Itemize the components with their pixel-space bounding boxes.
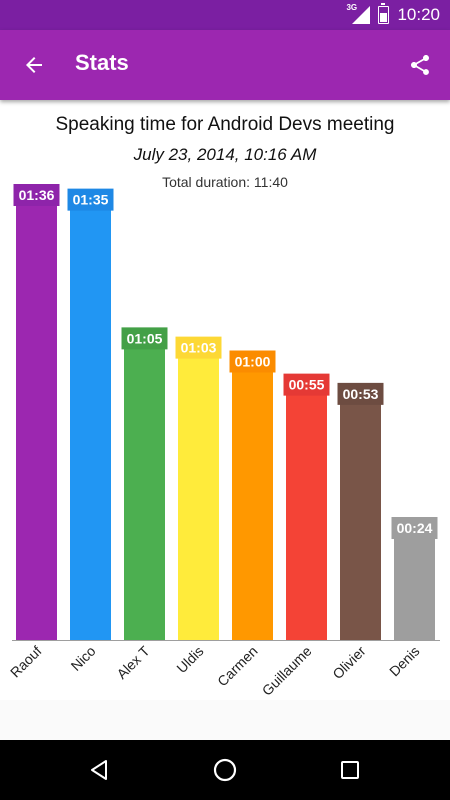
nav-back-button[interactable]	[74, 750, 124, 790]
data-label: 01:03	[181, 340, 217, 356]
share-button[interactable]	[400, 45, 440, 85]
chart-bar	[394, 529, 435, 640]
chart-bar	[124, 339, 165, 640]
arrow-back-icon	[26, 57, 42, 73]
status-icons: 3G 10:20	[346, 0, 440, 30]
data-label: 01:35	[73, 192, 109, 208]
nav-home-icon	[213, 758, 237, 782]
data-label-box	[283, 373, 330, 396]
chart-title: Speaking time for Android Devs meeting	[55, 114, 395, 135]
category-label: Raouf	[7, 643, 45, 681]
category-label: Uldis	[173, 643, 206, 676]
data-label: 01:00	[235, 354, 271, 370]
nav-recents-icon	[341, 761, 359, 779]
chart-bar	[286, 385, 327, 640]
category-label: Guillaume	[259, 643, 315, 699]
data-label-box	[121, 327, 168, 350]
chart-bar	[16, 196, 57, 640]
nav-recents-button[interactable]	[325, 750, 375, 790]
network-type-label: 3G	[346, 3, 358, 12]
data-label-box	[391, 517, 438, 539]
nav-back-icon	[91, 760, 107, 780]
data-label-box	[229, 350, 276, 373]
data-label-box	[13, 184, 60, 206]
speaking-time-chart: 01:36 Raouf 01:35 Nico 01:05 Alex T 01:03 Uldis…	[7, 184, 440, 699]
chart-date: July 23, 2014, 10:16 AM	[133, 145, 317, 164]
category-label: Olivier	[329, 643, 369, 683]
data-label: 00:53	[343, 386, 379, 402]
chart-bar	[340, 394, 381, 640]
category-label: Alex T	[113, 643, 153, 683]
stats-content: Speaking time for Android Devs meeting J…	[0, 100, 450, 700]
data-label: 00:24	[397, 520, 433, 536]
back-button[interactable]	[14, 45, 54, 85]
data-label: 01:05	[127, 330, 163, 346]
chart-bar	[70, 200, 111, 640]
data-label-box	[67, 188, 114, 211]
page-title: Stats	[75, 50, 129, 75]
data-label: 00:55	[289, 377, 325, 393]
data-label-box	[337, 382, 384, 405]
chart-bar	[232, 362, 273, 640]
battery-icon	[378, 3, 390, 24]
nav-home-button[interactable]	[200, 750, 250, 790]
bottom-strip	[0, 700, 450, 740]
signal-icon: 3G	[346, 3, 371, 24]
share-icon	[411, 55, 429, 75]
app-bar: Stats	[0, 30, 450, 100]
category-label: Nico	[67, 643, 98, 674]
category-label: Carmen	[214, 643, 261, 690]
data-label-box	[175, 336, 222, 359]
data-label: 01:36	[19, 187, 55, 203]
chart-bar	[178, 348, 219, 640]
category-label: Denis	[386, 643, 423, 680]
chart-total-duration: Total duration: 11:40	[162, 174, 288, 190]
status-bar: 3G 10:20	[0, 0, 450, 30]
status-time: 10:20	[397, 5, 440, 24]
navigation-bar	[0, 740, 450, 800]
